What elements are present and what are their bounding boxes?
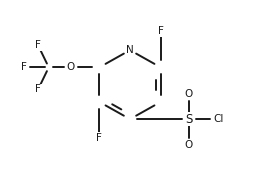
Text: Cl: Cl bbox=[213, 114, 224, 124]
Text: O: O bbox=[185, 140, 193, 150]
Text: N: N bbox=[126, 45, 134, 55]
Text: O: O bbox=[185, 89, 193, 99]
Text: F: F bbox=[21, 62, 27, 72]
Text: F: F bbox=[35, 84, 41, 94]
Text: O: O bbox=[67, 62, 75, 72]
Text: F: F bbox=[35, 40, 41, 50]
Text: F: F bbox=[96, 133, 102, 143]
Text: F: F bbox=[158, 26, 164, 36]
Text: S: S bbox=[185, 113, 193, 126]
